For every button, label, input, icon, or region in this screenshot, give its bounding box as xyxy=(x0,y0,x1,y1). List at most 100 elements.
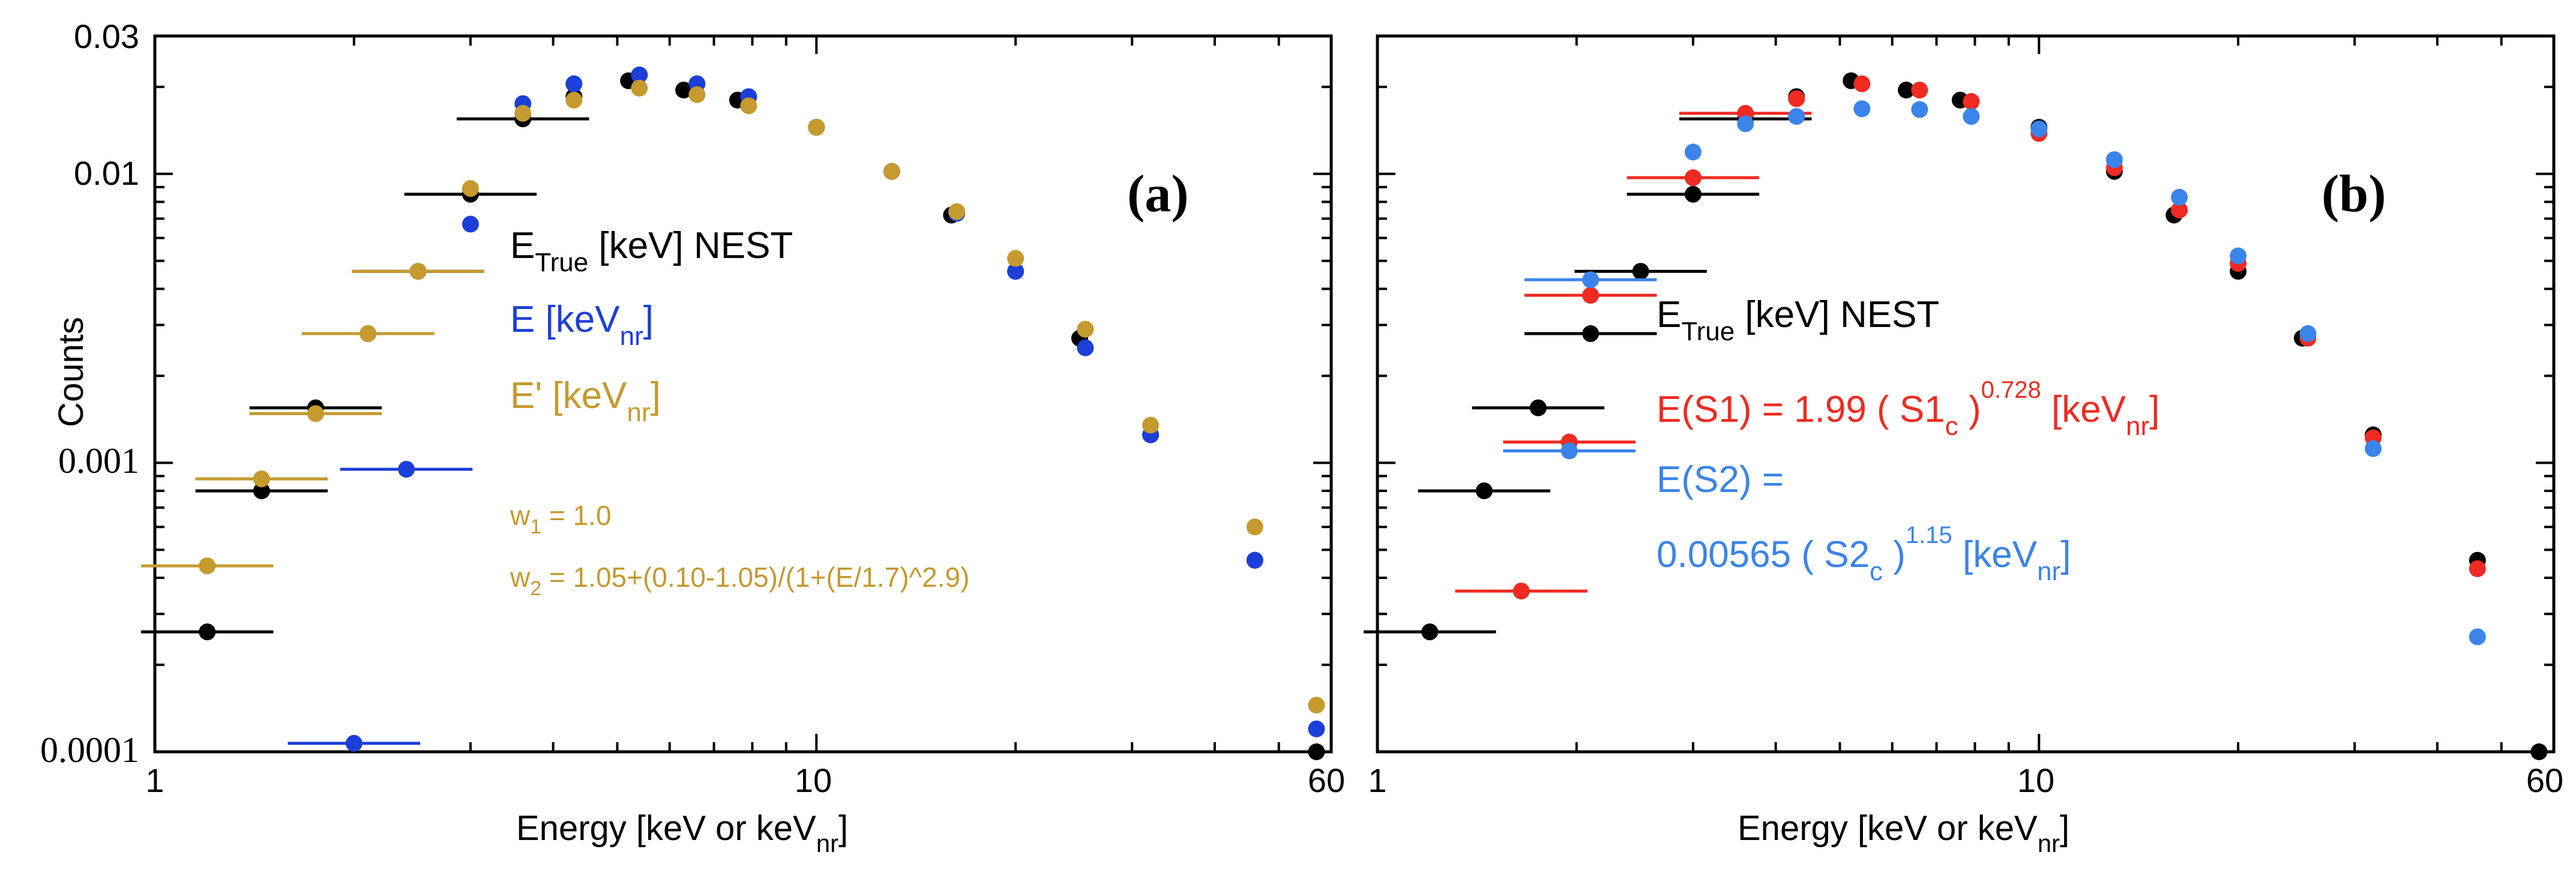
legend-a-etrue-rest: [keV] NEST xyxy=(588,225,793,266)
data-point xyxy=(675,82,693,99)
legend-b-es2-tail-sub: nr xyxy=(2037,557,2060,586)
panel-a: 0.03 0.01 0.001 0.0001 1 10 60 Counts En… xyxy=(40,17,1345,857)
data-point xyxy=(462,215,479,233)
data-point xyxy=(1582,325,1599,343)
x-axis-label-main: Energy [keV or keV xyxy=(516,809,816,848)
legend-b-etrue: ETrue [keV] NEST xyxy=(1657,294,1939,346)
legend-a-eprime-rest: ] xyxy=(651,375,661,416)
legend-b-es2-tail-end: ] xyxy=(2060,534,2071,575)
legend-a-e: E [keVnr] xyxy=(510,299,654,351)
data-point xyxy=(1308,697,1325,714)
data-point xyxy=(199,623,216,641)
weight-w1-rest: = 1.0 xyxy=(541,500,611,531)
data-point xyxy=(688,86,706,103)
data-point xyxy=(1077,320,1094,338)
panel-tag-a: (a) xyxy=(1127,165,1189,223)
weight-w2-main: w xyxy=(510,562,531,593)
data-point xyxy=(307,405,324,422)
data-point xyxy=(1560,442,1578,460)
legend-a-etrue: ETrue [keV] NEST xyxy=(510,225,793,277)
data-point xyxy=(2230,247,2247,265)
legend-b-etrue-main: E xyxy=(1657,294,1681,335)
x-axis-label-b-sub: nr xyxy=(2038,829,2060,857)
data-point xyxy=(1007,263,1025,280)
data-point xyxy=(1246,551,1263,569)
x-axis-label-sub: nr xyxy=(816,829,838,857)
data-point xyxy=(1007,250,1025,267)
data-point xyxy=(2030,120,2048,137)
data-point xyxy=(2469,628,2486,646)
data-point xyxy=(1853,100,1871,118)
legend-b-es1-tail: [keV xyxy=(2041,389,2126,430)
data-point xyxy=(1308,743,1325,760)
data-point xyxy=(2365,440,2382,457)
data-point xyxy=(1421,623,1439,641)
legend-a-e-main: E [keV xyxy=(510,299,620,340)
weight-w2-rest: = 1.05+(0.10-1.05)/(1+(E/1.7)^2.9) xyxy=(541,562,969,593)
data-point xyxy=(631,66,648,83)
data-point xyxy=(514,104,532,122)
x-tick-label-1: 1 xyxy=(145,761,164,799)
legend-a-e-rest: ] xyxy=(643,299,654,340)
panel-a-marks xyxy=(141,66,1325,760)
data-point xyxy=(1512,583,1530,600)
panel-tag-b: (b) xyxy=(2322,165,2386,223)
data-point xyxy=(1684,169,1702,187)
legend-b-es2-line2: 0.00565 ( S2c )1.15 [keVnr] xyxy=(1657,522,2071,586)
data-point xyxy=(1853,75,1871,92)
weight-w1: w1 = 1.0 xyxy=(510,500,612,538)
data-point xyxy=(1963,93,1980,110)
panel-b-marks xyxy=(1364,72,2548,760)
data-point xyxy=(199,557,216,575)
data-point xyxy=(565,75,583,92)
series-a-2 xyxy=(141,79,1325,714)
legend-b-es2-main: 0.00565 ( S2 xyxy=(1657,534,1870,575)
data-point xyxy=(1911,101,1928,118)
legend-b-es1-main: E(S1) = 1.99 ( S1 xyxy=(1657,389,1945,430)
data-point xyxy=(1911,82,1928,99)
panel-a-frame xyxy=(153,34,1333,754)
data-point xyxy=(1529,399,1547,416)
data-point xyxy=(565,91,583,109)
weight-w2-sub: 2 xyxy=(530,577,541,600)
legend-b-es1-tail-sub: nr xyxy=(2126,412,2149,441)
data-point xyxy=(1963,108,1980,125)
weight-w2: w2 = 1.05+(0.10-1.05)/(1+(E/1.7)^2.9) xyxy=(510,562,969,600)
legend-a-etrue-main: E xyxy=(510,225,535,266)
data-point xyxy=(2171,188,2188,206)
x-axis-label: Energy [keV or keVnr] xyxy=(516,809,848,857)
legend-b-es2-sub: c xyxy=(1870,557,1883,586)
data-point xyxy=(808,119,825,136)
series-b-2 xyxy=(1503,100,2486,646)
data-point xyxy=(1308,720,1325,737)
data-point xyxy=(1684,185,1702,203)
x-axis-label-b-end: ] xyxy=(2060,809,2069,848)
data-point xyxy=(1788,90,1805,107)
panel-a-ticks xyxy=(155,36,1331,752)
legend-b-es1: E(S1) = 1.99 ( S1c )0.728 [keVnr] xyxy=(1657,377,2159,441)
data-point xyxy=(740,97,757,115)
x-tick-label-10: 10 xyxy=(795,761,832,799)
y-tick-label-0.01: 0.01 xyxy=(74,154,139,192)
x-axis-label-end: ] xyxy=(838,809,848,848)
x-tick-label-60-b: 60 xyxy=(2526,761,2563,799)
data-point xyxy=(1142,416,1160,434)
legend-b-es1-rest: ) xyxy=(1958,389,1981,430)
data-point xyxy=(1898,82,1915,99)
legend-a-etrue-sub: True xyxy=(535,248,588,277)
legend-b-es2-line1: E(S2) = xyxy=(1657,459,1784,500)
data-point xyxy=(948,203,966,220)
x-axis-label-b: Energy [keV or keVnr] xyxy=(1738,809,2069,857)
legend-a-eprime-sub: nr xyxy=(627,398,650,427)
data-point xyxy=(631,79,648,97)
data-point xyxy=(1788,108,1805,125)
legend-b-etrue-sub: True xyxy=(1681,317,1735,346)
y-tick-label-0.03: 0.03 xyxy=(74,17,139,55)
data-point xyxy=(1077,339,1094,356)
data-point xyxy=(2105,151,2123,169)
data-point xyxy=(2171,201,2188,218)
x-axis-label-b-main: Energy [keV or keV xyxy=(1738,809,2038,848)
data-point xyxy=(1475,482,1493,500)
data-point xyxy=(253,470,270,488)
